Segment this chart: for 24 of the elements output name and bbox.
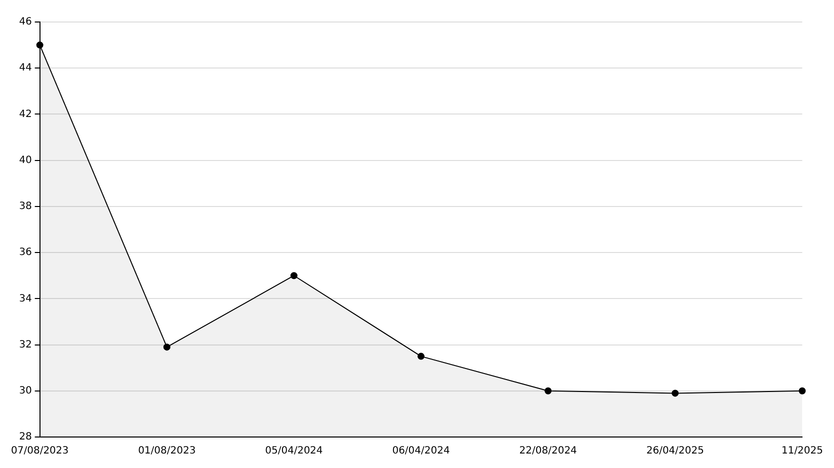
y-tick-label: 34 <box>19 293 32 304</box>
y-tick-label: 44 <box>19 62 32 74</box>
point <box>418 352 425 360</box>
point <box>36 42 44 49</box>
y-tick-label: 42 <box>19 108 32 120</box>
y-tick-label: 36 <box>19 247 32 258</box>
point <box>163 344 170 351</box>
y-tick-label: 38 <box>19 201 32 212</box>
x-tick-label: 22/08/2024 <box>519 446 577 457</box>
x-tick-label: 06/04/2024 <box>392 446 450 457</box>
x-tick-label: 11/2025 <box>781 446 823 457</box>
y-tick-label: 28 <box>19 432 32 443</box>
point <box>544 387 552 394</box>
x-tick-label: 05/04/2024 <box>265 446 323 457</box>
x-tick-label: 26/04/2025 <box>646 446 704 457</box>
x-tick-label: 07/08/2023 <box>11 446 69 457</box>
x-tick-label: 01/08/2023 <box>138 446 196 457</box>
y-tick-label: 30 <box>19 385 32 396</box>
y-tick-label: 40 <box>19 154 32 166</box>
y-tick-label: 46 <box>19 16 32 28</box>
point <box>798 387 806 394</box>
point <box>290 272 298 280</box>
point <box>672 390 679 397</box>
y-tick-label: 32 <box>19 339 32 350</box>
